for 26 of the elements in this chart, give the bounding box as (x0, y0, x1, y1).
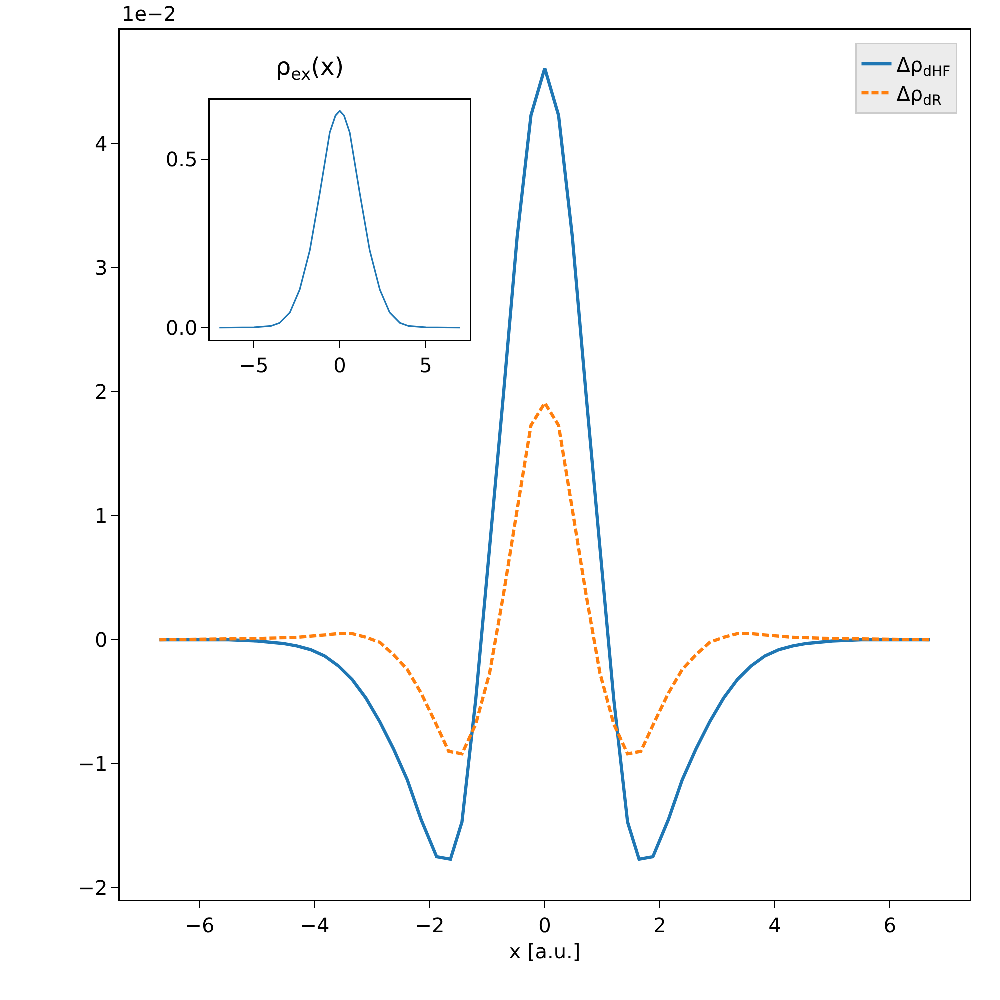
y-tick-label: −2 (78, 876, 108, 900)
y-tick-label: 2 (94, 380, 108, 404)
y-tick-label: 1 (94, 504, 108, 528)
x-tick-label: 5 (420, 353, 432, 378)
line-series (218, 110, 462, 329)
y-tick-label: 4 (94, 132, 108, 156)
x-tick-label: −2 (415, 913, 445, 938)
y-tick-label: −1 (78, 752, 108, 776)
legend-label: Δρ$_{dR}$ (896, 82, 942, 110)
x-tick-label: −5 (239, 353, 269, 378)
x-tick-label: 2 (654, 913, 666, 938)
line-series (158, 402, 932, 756)
x-tick-label: 0 (334, 353, 346, 378)
y-tick-label: 3 (94, 256, 108, 280)
text: 1e−2 (122, 2, 177, 26)
x-tick-label: −4 (300, 913, 330, 938)
legend-label: Δρ$_{dHF}$ (896, 52, 951, 80)
x-tick-label: −6 (185, 913, 215, 938)
y-tick-label: 0 (94, 628, 108, 652)
y-tick-label: 0.0 (166, 316, 198, 340)
chart-title: ρ$_{ex}$(x) (276, 52, 344, 84)
x-tick-label: 6 (884, 913, 896, 938)
y-tick-label: 0.5 (166, 148, 198, 172)
x-tick-label: 0 (538, 913, 552, 938)
x-tick-label: 4 (768, 913, 782, 938)
x-axis-title: x [a.u.] (509, 940, 581, 964)
